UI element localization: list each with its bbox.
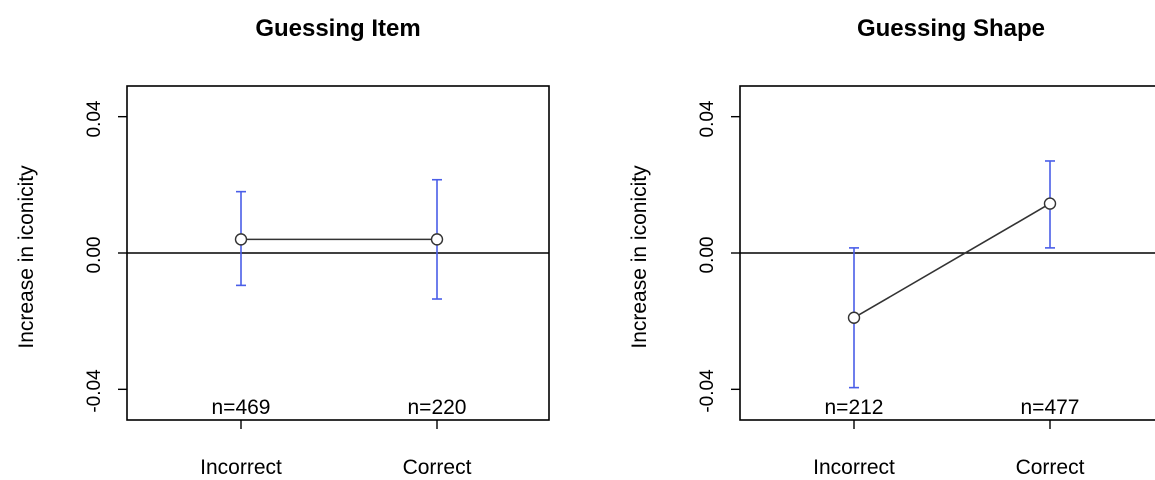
data-point	[1043, 197, 1057, 210]
data-point	[234, 233, 248, 246]
sample-size-label: n=469	[212, 396, 271, 419]
x-category-label: Correct	[1016, 456, 1085, 479]
panel-guessing-item: Guessing Item Increase in iconicity Inco…	[15, 15, 550, 479]
plot-area	[731, 85, 1155, 429]
sample-size-label: n=212	[825, 396, 884, 419]
y-tick-label: -0.04	[84, 369, 105, 413]
sample-size-label: n=220	[408, 396, 467, 419]
chart-title: Guessing Item	[255, 15, 420, 42]
x-category-label: Incorrect	[200, 456, 282, 479]
x-category-label: Correct	[403, 456, 472, 479]
y-tick-label: 0.04	[697, 100, 718, 137]
plot-area	[118, 85, 550, 429]
sample-size-label: n=477	[1021, 396, 1080, 419]
y-tick-label: 0.04	[84, 100, 105, 137]
y-tick-label: 0.00	[84, 237, 105, 274]
data-point	[430, 233, 444, 246]
y-axis-label: Increase in iconicity	[15, 165, 38, 349]
chart-title: Guessing Shape	[857, 15, 1045, 42]
y-tick-label: 0.00	[697, 237, 718, 274]
series-line	[858, 205, 1046, 316]
y-axis-label: Increase in iconicity	[628, 165, 651, 349]
panel-guessing-shape: Guessing Shape Increase in iconicity Inc…	[628, 15, 1155, 479]
y-tick-label: -0.04	[697, 369, 718, 413]
data-point	[847, 311, 861, 324]
x-category-label: Incorrect	[813, 456, 895, 479]
